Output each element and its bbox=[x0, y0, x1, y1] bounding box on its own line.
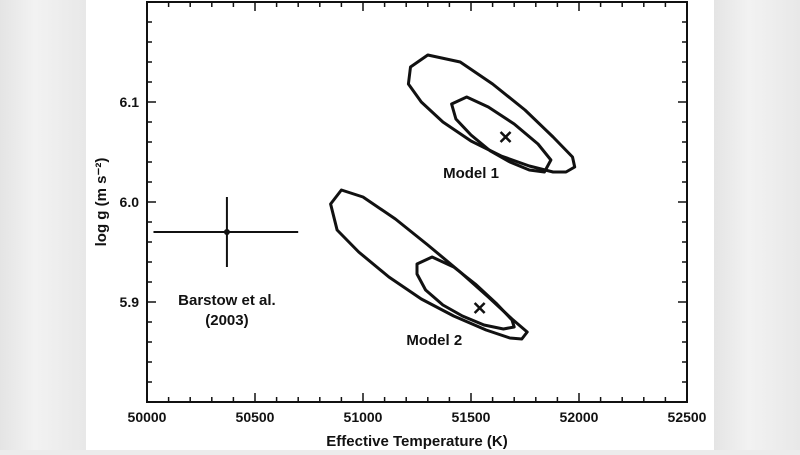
x-axis-title: Effective Temperature (K) bbox=[326, 433, 507, 450]
blurred-background-right bbox=[714, 0, 800, 450]
model-1-inner-contour bbox=[450, 95, 553, 174]
barstow-et-al-2003-point bbox=[223, 229, 230, 235]
y-tick-label: 6.0 bbox=[120, 194, 140, 210]
y-tick-label: 5.9 bbox=[120, 294, 140, 310]
blurred-background-left bbox=[0, 0, 86, 450]
x-tick-label: 51500 bbox=[452, 409, 491, 425]
model-1-label: Model 1 bbox=[443, 165, 499, 182]
model-1-outer-contour bbox=[406, 53, 577, 174]
model-2-inner-contour bbox=[415, 255, 516, 331]
model-2-outer-contour bbox=[329, 188, 529, 341]
x-tick-labels: 50000 50500 51000 51500 52000 52500 bbox=[128, 409, 707, 425]
y-tick-label: 6.1 bbox=[120, 94, 140, 110]
y-tick-labels: 5.9 6.0 6.1 bbox=[120, 94, 140, 310]
x-tick-label: 50000 bbox=[128, 409, 167, 425]
model-2-label: Model 2 bbox=[406, 332, 462, 349]
chart-svg: 50000 50500 51000 51500 52000 52500 5.9 6.0 6.1… bbox=[93, 1, 707, 450]
data-group: Model 1 Model 2 Barstow et al. (2003) bbox=[153, 53, 577, 349]
x-tick-label: 51000 bbox=[344, 409, 383, 425]
model-2-best-fit-marker bbox=[473, 302, 486, 314]
x-tick-label: 52500 bbox=[668, 409, 707, 425]
barstow-et-al-2003-label: Barstow et al. (2003) bbox=[178, 292, 276, 329]
ticks-group bbox=[146, 1, 688, 403]
x-tick-label: 50500 bbox=[236, 409, 275, 425]
figure-panel: 50000 50500 51000 51500 52000 52500 5.9 6.0 6.1… bbox=[86, 0, 714, 450]
x-tick-label: 52000 bbox=[560, 409, 599, 425]
model-1-best-fit-marker bbox=[499, 131, 512, 143]
y-axis-title: log g (m s⁻²) bbox=[93, 158, 110, 247]
